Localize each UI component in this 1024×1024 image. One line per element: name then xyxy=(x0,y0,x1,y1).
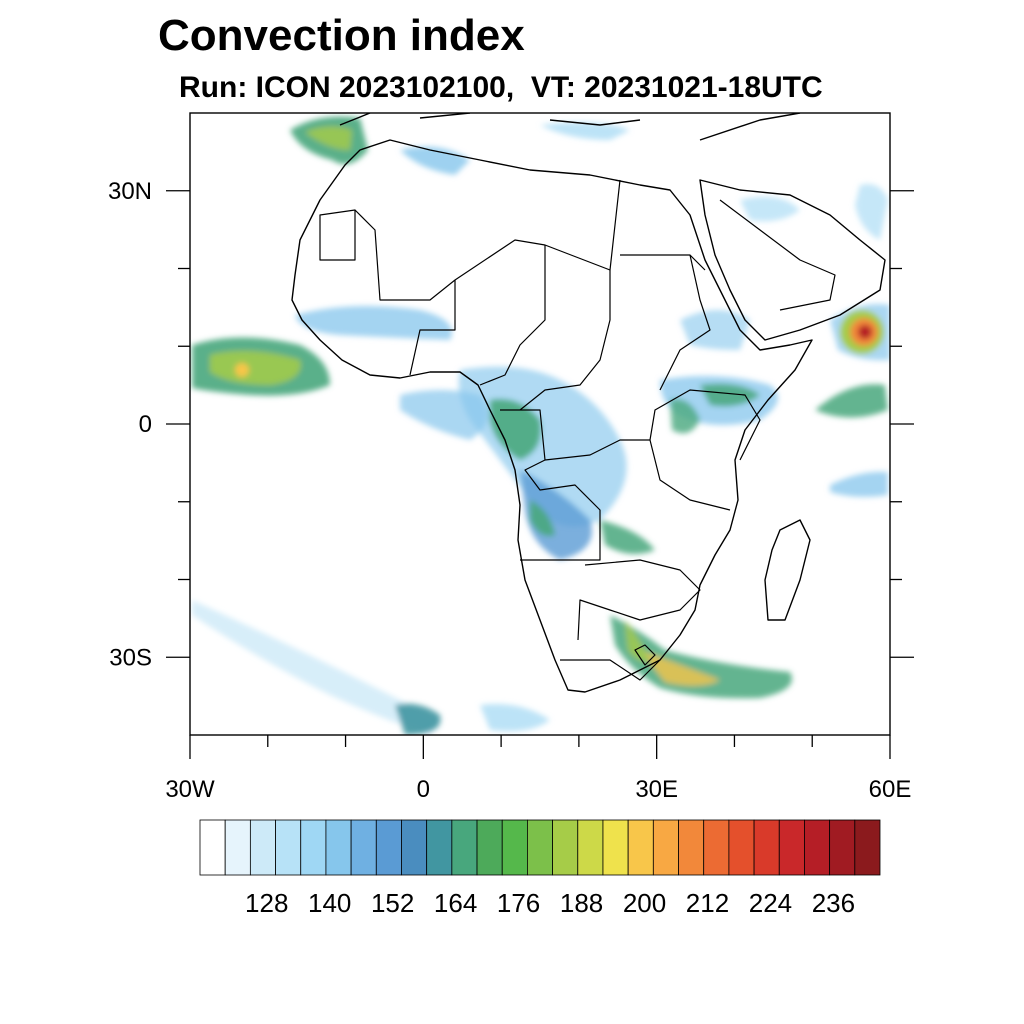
convection-field xyxy=(192,116,890,735)
colorbar-label: 176 xyxy=(497,888,540,918)
lat-tick-label: 30N xyxy=(108,178,152,205)
coastlines xyxy=(291,113,886,693)
colorbar-swatch xyxy=(350,819,377,876)
lon-tick-label: 30E xyxy=(635,776,678,803)
colorbar-swatch xyxy=(804,819,831,876)
colorbar-label: 152 xyxy=(371,888,414,918)
map-title: Convection index xyxy=(158,11,525,60)
colorbar-label: 212 xyxy=(686,888,729,918)
colorbar-swatch xyxy=(224,819,251,876)
colorbar-label: 236 xyxy=(812,888,855,918)
lat-tick-label: 30S xyxy=(109,644,152,671)
colorbar-swatch xyxy=(501,819,528,876)
colorbar-label: 200 xyxy=(623,888,666,918)
colorbar: 128 140 152 164 176 188 200 212 224 236 xyxy=(199,819,881,918)
lat-tick-label: 0 xyxy=(139,411,152,438)
lon-tick-label: 0 xyxy=(417,776,430,803)
colorbar-swatch xyxy=(375,819,402,876)
colorbar-label: 140 xyxy=(308,888,351,918)
colorbar-swatch xyxy=(703,819,730,876)
colorbar-swatch xyxy=(199,819,226,876)
colorbar-label: 128 xyxy=(245,888,288,918)
colorbar-swatch xyxy=(829,819,856,876)
colorbar-swatch xyxy=(577,819,604,876)
colorbar-swatch xyxy=(602,819,629,876)
colorbar-swatch xyxy=(300,819,327,876)
longitude-axis: 30W 0 30E 60E xyxy=(165,735,912,803)
colorbar-swatch xyxy=(778,819,805,876)
colorbar-swatch xyxy=(426,819,453,876)
country-borders xyxy=(319,179,836,681)
map-subtitle: Run: ICON 2023102100, VT: 20231021-18UTC xyxy=(179,71,823,104)
latitude-axis: 30N 0 30S xyxy=(108,178,914,671)
colorbar-swatch xyxy=(552,819,579,876)
colorbar-label: 224 xyxy=(749,888,792,918)
lon-tick-label: 30W xyxy=(165,776,215,803)
colorbar-swatch xyxy=(451,819,478,876)
colorbar-swatch xyxy=(476,819,503,876)
colorbar-swatch xyxy=(854,819,881,876)
colorbar-swatch xyxy=(652,819,679,876)
colorbar-swatch xyxy=(275,819,302,876)
colorbar-swatch xyxy=(627,819,654,876)
colorbar-swatch xyxy=(249,819,276,876)
colorbar-swatch xyxy=(728,819,755,876)
colorbar-swatch xyxy=(527,819,553,876)
colorbar-swatch xyxy=(753,819,780,876)
colorbar-label: 164 xyxy=(434,888,477,918)
colorbar-swatch xyxy=(401,819,428,876)
colorbar-swatch xyxy=(325,819,352,876)
lon-tick-label: 60E xyxy=(869,776,912,803)
colorbar-swatch xyxy=(678,819,705,876)
colorbar-label: 188 xyxy=(560,888,603,918)
